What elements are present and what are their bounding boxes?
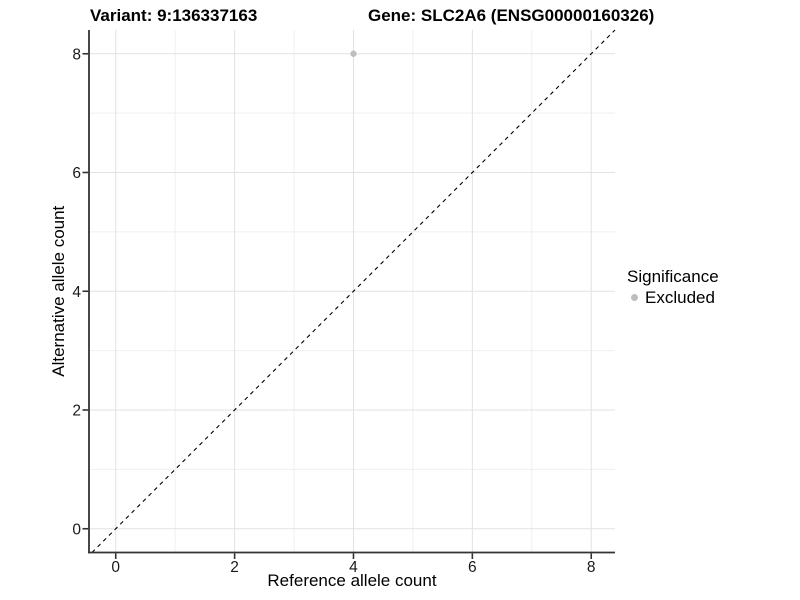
gene-title: Gene: SLC2A6 (ENSG00000160326) (368, 6, 655, 25)
legend-item-excluded: Excluded (627, 287, 719, 308)
x-axis-title: Reference allele count (267, 571, 437, 590)
data-point (350, 50, 357, 57)
y-tick-label: 8 (72, 46, 81, 63)
x-tick-label: 8 (587, 559, 596, 576)
y-tick-label: 6 (72, 165, 81, 182)
legend: Significance Excluded (627, 266, 719, 308)
legend-item-label: Excluded (645, 288, 715, 307)
identity-line (91, 29, 616, 553)
y-tick-label: 2 (72, 403, 81, 420)
excluded-point-icon (631, 294, 638, 301)
x-tick-label: 0 (111, 559, 120, 576)
y-tick-label: 4 (72, 284, 81, 301)
legend-title: Significance (627, 267, 719, 286)
x-tick-label: 2 (230, 559, 239, 576)
x-tick-label: 4 (349, 559, 358, 576)
y-axis-title: Alternative allele count (49, 205, 68, 376)
variant-title: Variant: 9:136337163 (90, 6, 258, 25)
y-tick-label: 0 (72, 521, 81, 538)
x-tick-label: 6 (468, 559, 477, 576)
